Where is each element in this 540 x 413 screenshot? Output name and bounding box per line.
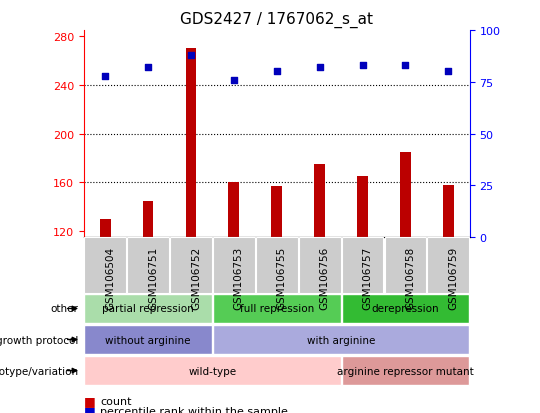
Point xyxy=(315,65,324,71)
Point xyxy=(144,65,152,71)
Text: genotype/variation: genotype/variation xyxy=(0,366,78,376)
Bar xyxy=(443,185,454,237)
Text: arginine repressor mutant: arginine repressor mutant xyxy=(337,366,474,376)
Text: GSM106759: GSM106759 xyxy=(448,246,458,309)
Text: GSM106504: GSM106504 xyxy=(105,246,115,309)
Text: GSM106752: GSM106752 xyxy=(191,246,201,309)
Bar xyxy=(186,49,197,237)
Bar xyxy=(272,186,282,237)
Point xyxy=(358,63,367,69)
Text: ■: ■ xyxy=(84,394,96,407)
Text: GSM106753: GSM106753 xyxy=(234,246,244,309)
Text: GSM106756: GSM106756 xyxy=(320,246,329,309)
Point xyxy=(444,69,453,76)
Text: GSM106758: GSM106758 xyxy=(406,246,415,309)
Bar xyxy=(314,165,325,237)
Point xyxy=(230,77,238,84)
Point xyxy=(187,52,195,59)
Bar xyxy=(228,183,239,237)
Text: growth protocol: growth protocol xyxy=(0,335,78,345)
Bar xyxy=(400,152,411,237)
Point xyxy=(273,69,281,76)
Text: GSM106757: GSM106757 xyxy=(362,246,373,309)
Bar xyxy=(100,219,111,237)
Text: ■: ■ xyxy=(84,404,96,413)
Text: partial repression: partial repression xyxy=(102,304,194,314)
Point xyxy=(101,73,110,80)
Bar xyxy=(143,201,153,237)
Text: other: other xyxy=(50,304,78,314)
Text: full repression: full repression xyxy=(240,304,314,314)
Text: derepression: derepression xyxy=(372,304,439,314)
Text: without arginine: without arginine xyxy=(105,335,191,345)
Text: GSM106751: GSM106751 xyxy=(148,246,158,309)
Text: with arginine: with arginine xyxy=(307,335,375,345)
Text: wild-type: wild-type xyxy=(188,366,237,376)
Title: GDS2427 / 1767062_s_at: GDS2427 / 1767062_s_at xyxy=(180,12,373,28)
Bar xyxy=(357,177,368,237)
Text: count: count xyxy=(100,396,131,406)
Text: GSM106755: GSM106755 xyxy=(277,246,287,309)
Text: percentile rank within the sample: percentile rank within the sample xyxy=(100,406,288,413)
Point xyxy=(401,63,410,69)
